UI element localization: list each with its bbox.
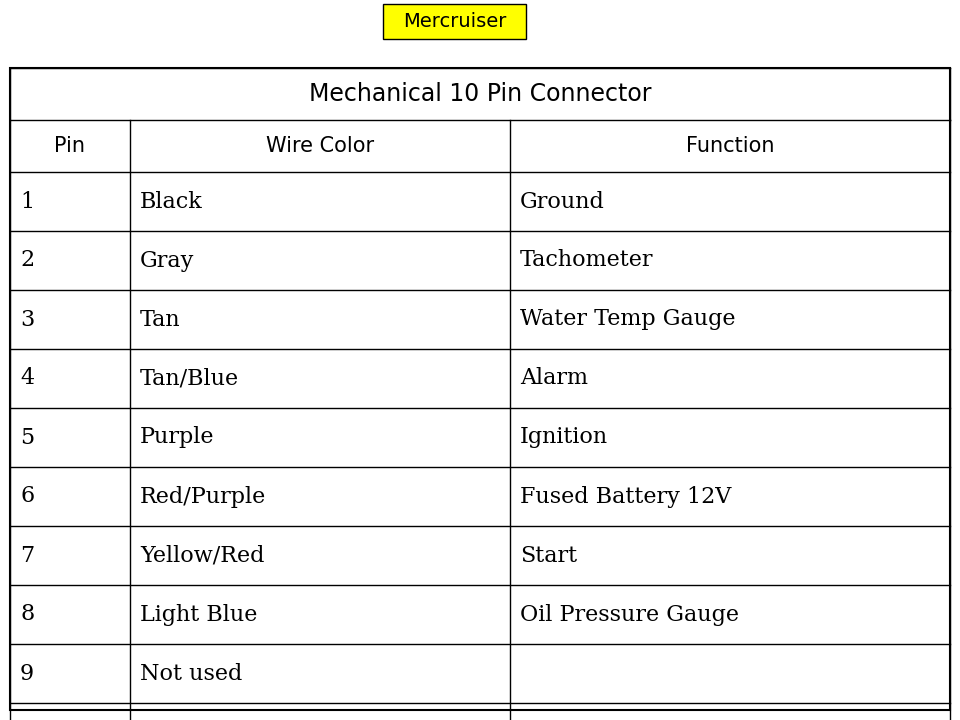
Text: Start: Start — [520, 544, 577, 567]
Text: Light Blue: Light Blue — [140, 603, 257, 626]
Text: 5: 5 — [20, 426, 35, 449]
Text: Tan/Blue: Tan/Blue — [140, 367, 239, 390]
Text: Ground: Ground — [520, 191, 605, 212]
Text: Mercruiser: Mercruiser — [403, 12, 506, 31]
Text: 2: 2 — [20, 250, 35, 271]
Text: Fused Battery 12V: Fused Battery 12V — [520, 485, 732, 508]
Bar — [383, 4, 526, 39]
Text: Yellow/Red: Yellow/Red — [140, 544, 265, 567]
Text: 1: 1 — [20, 191, 35, 212]
Text: Water Temp Gauge: Water Temp Gauge — [520, 308, 735, 330]
Text: Black: Black — [140, 191, 203, 212]
Text: Wire Color: Wire Color — [266, 136, 374, 156]
Text: Not used: Not used — [140, 662, 242, 685]
Text: Pin: Pin — [55, 136, 85, 156]
Text: 7: 7 — [20, 544, 35, 567]
Bar — [10, 68, 950, 710]
Text: Red/Purple: Red/Purple — [140, 485, 266, 508]
Text: Oil Pressure Gauge: Oil Pressure Gauge — [520, 603, 739, 626]
Text: 6: 6 — [20, 485, 35, 508]
Text: Tachometer: Tachometer — [520, 250, 654, 271]
Text: 3: 3 — [20, 308, 35, 330]
Text: 9: 9 — [20, 662, 35, 685]
Text: Ignition: Ignition — [520, 426, 608, 449]
Text: Gray: Gray — [140, 250, 194, 271]
Text: Function: Function — [685, 136, 775, 156]
Text: 4: 4 — [20, 367, 35, 390]
Text: Tan: Tan — [140, 308, 180, 330]
Text: Purple: Purple — [140, 426, 214, 449]
Text: 8: 8 — [20, 603, 35, 626]
Text: Mechanical 10 Pin Connector: Mechanical 10 Pin Connector — [309, 82, 651, 106]
Text: Alarm: Alarm — [520, 367, 588, 390]
